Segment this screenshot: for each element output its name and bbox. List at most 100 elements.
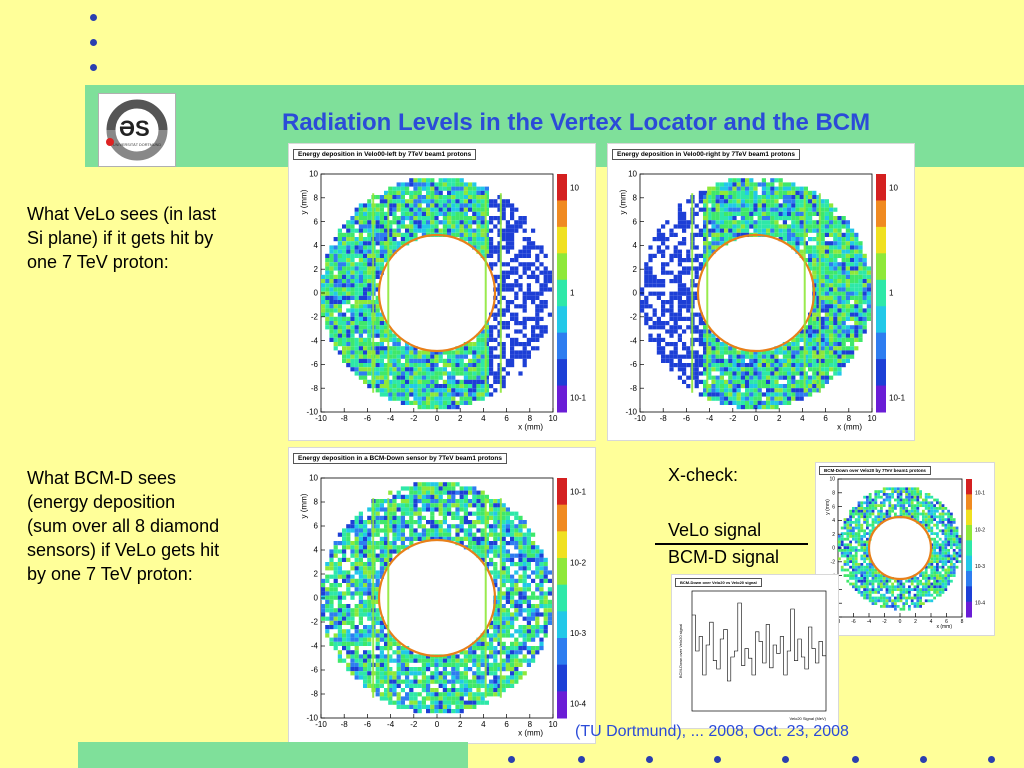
heatmap-cell [489,650,494,655]
fraction-numerator: VeLo signal [668,520,762,540]
heatmap-cell [363,549,368,554]
heatmap-cell [753,384,758,389]
heatmap-cell [367,679,372,684]
heatmap-cell [824,283,829,288]
heatmap-cell [787,199,792,204]
heatmap-cell [396,354,401,359]
heatmap-cell [451,709,456,714]
heatmap-cell [770,228,775,233]
heatmap-cell [337,321,342,326]
heatmap-cell [707,199,712,204]
heatmap-cell [396,696,401,701]
y-tick-label: 6 [633,217,638,226]
heatmap-cell [854,557,858,561]
heatmap-cell [850,337,855,342]
heatmap-cell [447,190,452,195]
heatmap-cell [480,342,485,347]
heatmap-cell [849,560,852,563]
heatmap-cell [505,507,510,512]
heatmap-cell [673,316,678,321]
heatmap-cell [459,709,464,714]
heatmap-cell [480,503,485,508]
heatmap-cell [405,499,410,504]
heatmap-cell [459,220,464,225]
heatmap-cell [728,182,733,187]
heatmap-cell [860,523,864,527]
heatmap-cell [388,520,393,525]
heatmap-cell [791,216,796,221]
heatmap-cell [468,692,473,697]
heatmap-cell [346,274,351,279]
heatmap-cell [421,515,426,520]
heatmap-cell [396,704,401,709]
heatmap-cell [455,220,460,225]
heatmap-cell [778,195,783,200]
heatmap-cell [770,396,775,401]
heatmap-cell [388,379,393,384]
heatmap-cell [463,388,468,393]
heatmap-cell [673,321,678,326]
heatmap-cell [766,190,771,195]
heatmap-cell [857,501,861,505]
heatmap-cell [799,228,804,233]
heatmap-cell [400,494,405,499]
heatmap-cell [367,363,372,368]
heatmap-cell [346,583,351,588]
heatmap-cell [463,683,468,688]
heatmap-cell [350,321,355,326]
heatmap-cell [863,546,866,549]
heatmap-cell [518,253,523,258]
heatmap-cell [808,384,813,389]
heatmap-cell [484,662,489,667]
heatmap-cell [852,512,855,516]
heatmap-cell [463,203,468,208]
heatmap-cell [476,363,481,368]
heatmap-cell [489,266,494,271]
heatmap-cell [426,379,431,384]
heatmap-cell [400,700,405,705]
heatmap-cell [421,178,426,183]
heatmap-cell [405,358,410,363]
heatmap-cell [405,346,410,351]
heatmap-cell [857,535,861,538]
heatmap-cell [795,363,800,368]
heatmap-cell [426,199,431,204]
heatmap-cell [405,388,410,393]
heatmap-cell [350,304,355,309]
heatmap-cell [400,375,405,380]
heatmap-cell [703,392,708,397]
heatmap-cell [447,704,452,709]
heatmap-cell [476,553,481,558]
heatmap-cell [803,211,808,216]
heatmap-cell [543,599,548,604]
heatmap-cell [539,566,544,571]
heatmap-cell [367,532,372,537]
heatmap-cell [698,392,703,397]
heatmap-cell [325,295,330,300]
heatmap-cell [782,363,787,368]
heatmap-cell [438,392,443,397]
heatmap-cell [732,211,737,216]
heatmap-cell [468,392,473,397]
heatmap-cell [388,396,393,401]
heatmap-cell [438,203,443,208]
heatmap-cell [745,199,750,204]
heatmap-cell [476,490,481,495]
heatmap-cell [808,337,813,342]
heatmap-cell [333,637,338,642]
heatmap-cell [451,671,456,676]
heatmap-cell [761,375,766,380]
heatmap-cell [392,641,397,646]
heatmap-cell [363,346,368,351]
heatmap-cell [846,518,850,521]
heatmap-cell [392,354,397,359]
heatmap-cell [396,641,401,646]
heatmap-cell [497,228,502,233]
heatmap-cell [497,503,502,508]
heatmap-cell [472,700,477,705]
heatmap-cell [329,308,334,313]
heatmap-cell [489,325,494,330]
heatmap-cell [791,182,796,187]
heatmap-cell [661,304,666,309]
heatmap-cell [757,358,762,363]
